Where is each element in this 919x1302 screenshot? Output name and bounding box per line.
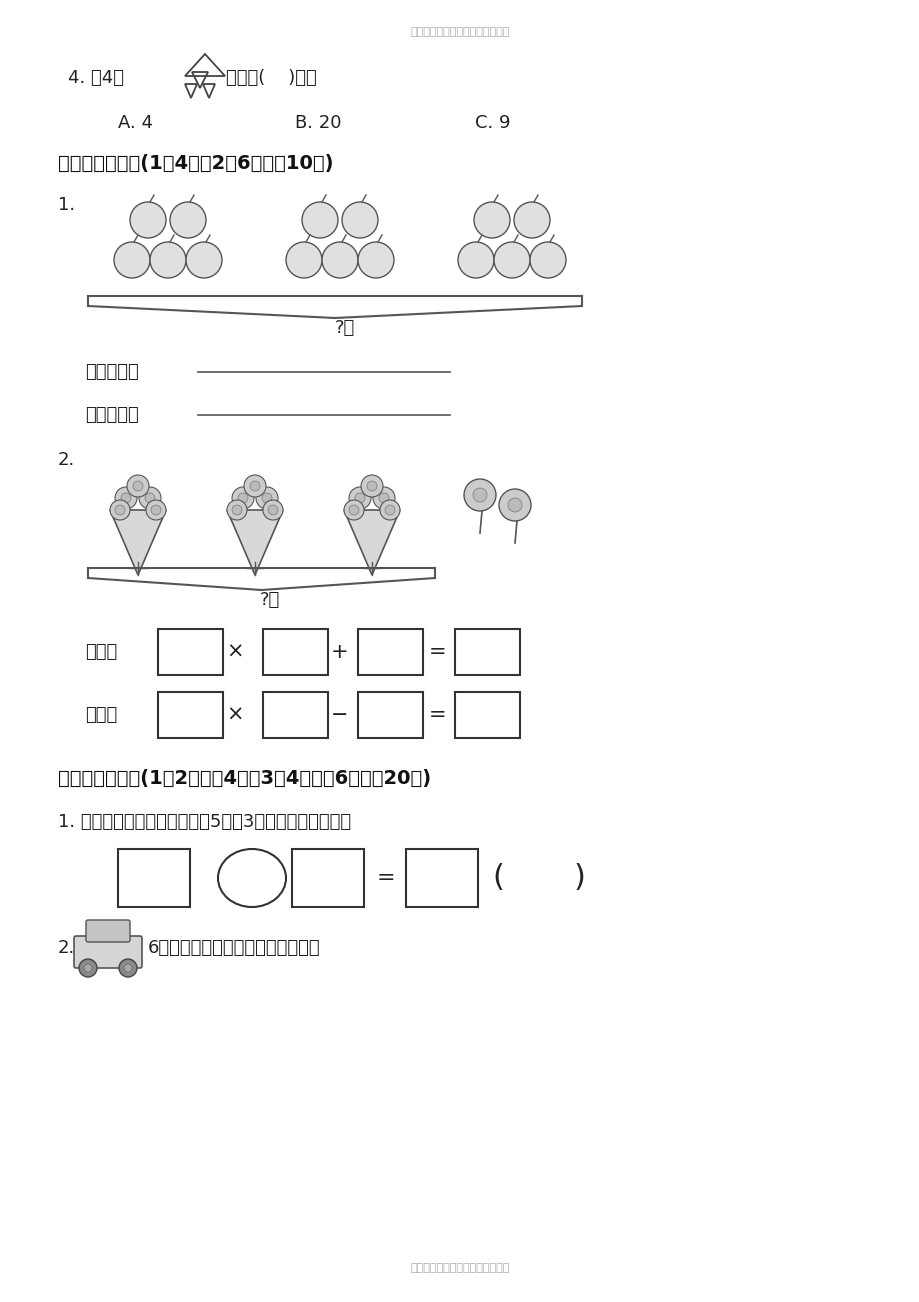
Circle shape (263, 500, 283, 519)
Polygon shape (344, 510, 400, 575)
Text: ?个: ?个 (335, 319, 355, 337)
Circle shape (121, 493, 130, 503)
Circle shape (227, 500, 246, 519)
Text: ): ) (573, 863, 585, 892)
Text: +: + (331, 642, 348, 661)
Bar (455, 691, 519, 738)
Circle shape (514, 202, 550, 238)
Text: ，需要(    )个。: ，需要( )个。 (226, 69, 316, 87)
Text: =: = (429, 704, 447, 725)
Text: 最新苏教版小学数学精品资料设计: 最新苏教版小学数学精品资料设计 (410, 27, 509, 36)
Text: 最新苏教版小学数学精品资料设计: 最新苏教版小学数学精品资料设计 (410, 1263, 509, 1273)
Circle shape (145, 493, 154, 503)
FancyBboxPatch shape (74, 936, 142, 967)
Circle shape (79, 960, 96, 976)
Circle shape (472, 488, 486, 503)
Circle shape (498, 490, 530, 521)
Circle shape (115, 487, 137, 509)
Bar (263, 691, 328, 738)
Circle shape (286, 242, 322, 279)
Circle shape (133, 480, 142, 491)
Circle shape (146, 500, 165, 519)
Polygon shape (110, 510, 165, 575)
Circle shape (130, 202, 165, 238)
Circle shape (255, 487, 278, 509)
Text: 2.: 2. (58, 939, 75, 957)
Text: −: − (331, 704, 348, 725)
Bar (158, 691, 222, 738)
Text: 4. 摆4个: 4. 摆4个 (68, 69, 124, 87)
Circle shape (262, 493, 272, 503)
Circle shape (357, 242, 393, 279)
Circle shape (186, 242, 221, 279)
Circle shape (384, 505, 394, 516)
Circle shape (244, 475, 266, 497)
Text: 乘加：: 乘加： (85, 643, 117, 661)
Circle shape (379, 493, 389, 503)
Bar (158, 629, 222, 674)
Text: (: ( (492, 863, 504, 892)
Circle shape (473, 202, 509, 238)
Text: C. 9: C. 9 (474, 115, 510, 132)
Circle shape (372, 487, 394, 509)
Circle shape (342, 202, 378, 238)
Circle shape (360, 475, 382, 497)
Circle shape (170, 202, 206, 238)
Circle shape (529, 242, 565, 279)
Text: =: = (429, 642, 447, 661)
Circle shape (367, 480, 377, 491)
Text: 1.: 1. (58, 197, 75, 214)
Circle shape (348, 505, 358, 516)
Polygon shape (227, 510, 283, 575)
Circle shape (84, 963, 92, 973)
Circle shape (124, 963, 131, 973)
Circle shape (232, 487, 254, 509)
Circle shape (150, 242, 186, 279)
Text: ×: × (226, 704, 244, 725)
Text: 6辆这样的汽车一共有多少个轮胎？: 6辆这样的汽车一共有多少个轮胎？ (148, 939, 321, 957)
Circle shape (232, 505, 242, 516)
Circle shape (507, 497, 521, 512)
Bar (357, 629, 423, 674)
Text: 乘法算式：: 乘法算式： (85, 406, 139, 424)
Circle shape (322, 242, 357, 279)
Circle shape (110, 500, 130, 519)
Bar (291, 849, 364, 907)
Bar (357, 691, 423, 738)
Bar (118, 849, 190, 907)
Circle shape (151, 505, 161, 516)
Text: 四、看图列式。(1题4分，2题6分，共10分): 四、看图列式。(1题4分，2题6分，共10分) (58, 154, 334, 172)
Circle shape (380, 500, 400, 519)
Text: ?朵: ?朵 (259, 591, 279, 609)
Circle shape (119, 960, 137, 976)
Circle shape (344, 500, 364, 519)
Circle shape (348, 487, 370, 509)
Circle shape (267, 505, 278, 516)
Text: 乘减：: 乘减： (85, 706, 117, 724)
Text: 2.: 2. (58, 450, 75, 469)
Circle shape (115, 505, 125, 516)
Bar (405, 849, 478, 907)
Circle shape (355, 493, 365, 503)
Circle shape (463, 479, 495, 510)
Circle shape (301, 202, 337, 238)
Text: =: = (376, 868, 395, 888)
FancyBboxPatch shape (85, 921, 130, 943)
Circle shape (494, 242, 529, 279)
Circle shape (127, 475, 149, 497)
Text: B. 20: B. 20 (295, 115, 341, 132)
Text: 1. 小朋友们去划船，每条船坐5人，3条船一共坐多少人？: 1. 小朋友们去划船，每条船坐5人，3条船一共坐多少人？ (58, 812, 351, 831)
Circle shape (114, 242, 150, 279)
Text: A. 4: A. 4 (118, 115, 153, 132)
Circle shape (139, 487, 161, 509)
Text: 加法算式：: 加法算式： (85, 363, 139, 381)
Bar (263, 629, 328, 674)
Text: ×: × (226, 642, 244, 661)
Circle shape (458, 242, 494, 279)
Circle shape (250, 480, 260, 491)
Text: 五、解决问题。(1、2题每题4分，3、4题每题6分，共20分): 五、解决问题。(1、2题每题4分，3、4题每题6分，共20分) (58, 768, 431, 788)
Bar (455, 629, 519, 674)
Circle shape (238, 493, 248, 503)
